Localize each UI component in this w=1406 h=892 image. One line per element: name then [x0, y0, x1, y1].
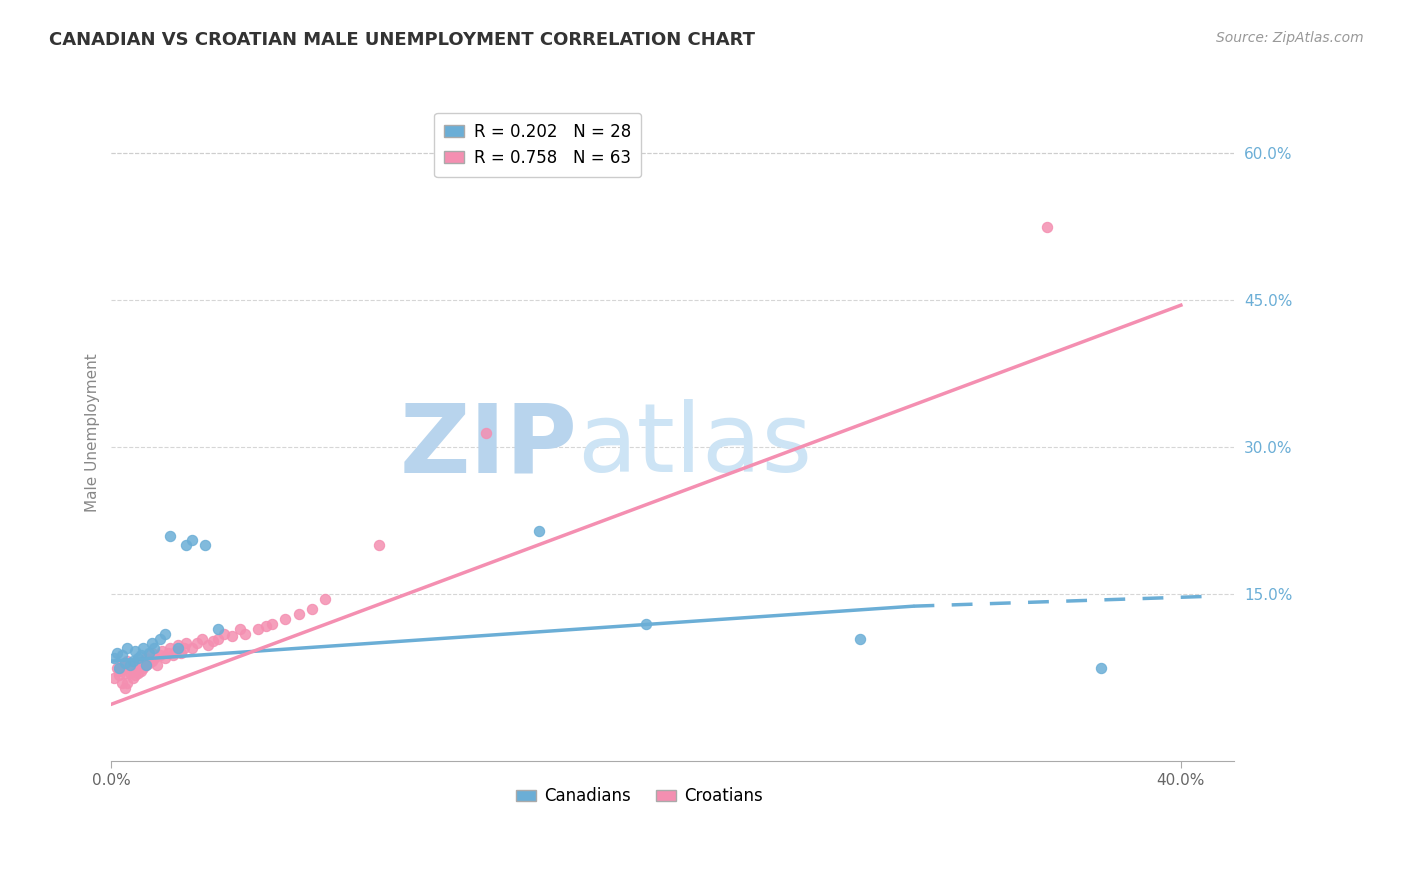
Point: [129, 664, 152, 678]
Point: [146, 658, 169, 673]
Point: [120, 658, 142, 673]
Point: [124, 644, 146, 658]
Point: [135, 658, 157, 673]
Point: [165, 644, 187, 658]
Point: [124, 668, 146, 682]
Point: [121, 656, 143, 670]
Point: [105, 661, 128, 675]
Point: [173, 641, 195, 656]
Point: [111, 658, 134, 673]
Point: [117, 641, 139, 656]
Point: [117, 661, 139, 675]
Point: [287, 607, 309, 621]
Point: [117, 675, 139, 690]
Point: [120, 665, 142, 680]
Point: [167, 639, 190, 653]
Point: [301, 602, 323, 616]
Point: [121, 654, 143, 668]
Point: [274, 612, 297, 626]
Text: ZIP: ZIP: [399, 400, 578, 492]
Point: [117, 654, 139, 668]
Legend: Canadians, Croatians: Canadians, Croatians: [509, 780, 769, 812]
Point: [108, 661, 131, 675]
Point: [143, 651, 166, 665]
Point: [105, 646, 128, 660]
Point: [207, 622, 229, 636]
Point: [108, 668, 131, 682]
Point: [197, 639, 219, 653]
Point: [180, 641, 202, 656]
Point: [1090, 661, 1112, 675]
Point: [108, 664, 131, 678]
Point: [114, 681, 136, 695]
Point: [121, 664, 143, 678]
Point: [229, 622, 252, 636]
Point: [127, 658, 149, 673]
Point: [153, 626, 176, 640]
Point: [474, 425, 496, 440]
Point: [103, 671, 125, 685]
Point: [367, 538, 389, 552]
Point: [194, 538, 217, 552]
Point: [256, 619, 278, 633]
Point: [124, 661, 146, 675]
Point: [120, 658, 142, 673]
Point: [141, 636, 163, 650]
Point: [314, 592, 336, 607]
Point: [191, 632, 214, 646]
Point: [212, 626, 235, 640]
Point: [132, 654, 155, 668]
Point: [111, 675, 134, 690]
Y-axis label: Male Unemployment: Male Unemployment: [86, 353, 100, 512]
Point: [159, 641, 181, 656]
Point: [143, 641, 166, 656]
Point: [148, 648, 170, 663]
Point: [138, 646, 160, 660]
Point: [148, 632, 170, 646]
Point: [127, 665, 149, 680]
Text: atlas: atlas: [578, 400, 813, 492]
Point: [207, 632, 229, 646]
Point: [129, 648, 152, 663]
Point: [141, 646, 163, 660]
Point: [132, 661, 155, 675]
Point: [114, 656, 136, 670]
Point: [153, 651, 176, 665]
Point: [527, 524, 550, 538]
Point: [260, 616, 283, 631]
Text: Source: ZipAtlas.com: Source: ZipAtlas.com: [1216, 31, 1364, 45]
Point: [202, 634, 225, 648]
Point: [138, 656, 160, 670]
Point: [121, 671, 143, 685]
Point: [170, 646, 193, 660]
Point: [132, 641, 155, 656]
Point: [180, 533, 202, 548]
Point: [135, 651, 157, 665]
Point: [135, 658, 157, 673]
Point: [159, 528, 181, 542]
Point: [174, 636, 197, 650]
Point: [111, 648, 134, 663]
Point: [129, 656, 152, 670]
Point: [156, 646, 179, 660]
Point: [103, 651, 125, 665]
Point: [636, 616, 658, 631]
Point: [186, 636, 208, 650]
Point: [114, 665, 136, 680]
Point: [221, 629, 243, 643]
Point: [162, 648, 184, 663]
Point: [233, 626, 256, 640]
Point: [114, 656, 136, 670]
Point: [1036, 219, 1059, 234]
Point: [127, 651, 149, 665]
Point: [141, 654, 163, 668]
Text: CANADIAN VS CROATIAN MALE UNEMPLOYMENT CORRELATION CHART: CANADIAN VS CROATIAN MALE UNEMPLOYMENT C…: [49, 31, 755, 49]
Point: [174, 538, 197, 552]
Point: [247, 622, 270, 636]
Point: [150, 644, 173, 658]
Point: [167, 641, 190, 656]
Point: [849, 632, 872, 646]
